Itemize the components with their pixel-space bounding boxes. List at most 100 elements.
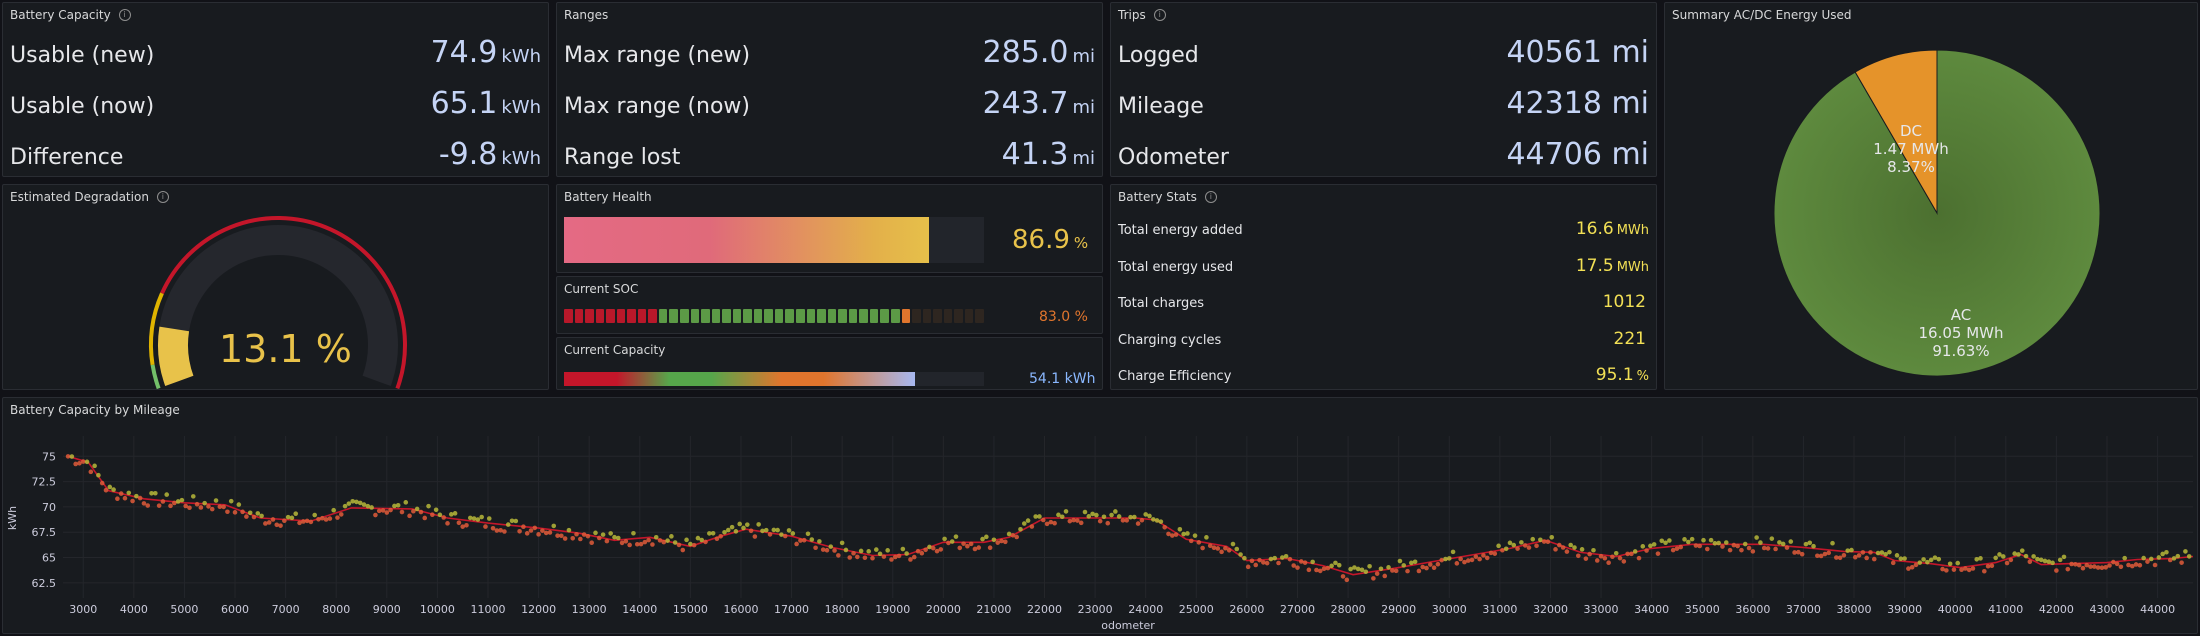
capacity-point[interactable] (2107, 563, 2112, 568)
capacity-point[interactable] (790, 531, 796, 536)
capacity-point[interactable] (323, 517, 329, 522)
capacity-point[interactable] (661, 539, 667, 545)
capacity-point[interactable] (274, 522, 280, 528)
pie-slice-ac[interactable] (1773, 49, 2101, 377)
capacity-point[interactable] (2080, 565, 2086, 571)
capacity-point[interactable] (684, 537, 689, 543)
capacity-point[interactable] (915, 548, 921, 554)
capacity-point[interactable] (699, 537, 705, 543)
capacity-point[interactable] (1511, 542, 1517, 548)
capacity-point[interactable] (509, 518, 515, 524)
capacity-point[interactable] (980, 536, 985, 542)
capacity-point[interactable] (354, 499, 359, 505)
capacity-point[interactable] (1462, 559, 1467, 565)
capacity-point[interactable] (786, 528, 792, 533)
capacity-point[interactable] (1283, 553, 1289, 559)
capacity-point[interactable] (1849, 547, 1854, 553)
capacity-point[interactable] (467, 515, 473, 521)
capacity-point[interactable] (1587, 551, 1592, 557)
capacity-point[interactable] (2073, 562, 2078, 567)
capacity-point[interactable] (1522, 543, 1528, 548)
capacity-point[interactable] (251, 514, 257, 520)
capacity-point[interactable] (1371, 576, 1376, 581)
capacity-point[interactable] (703, 539, 708, 545)
capacity-point[interactable] (1534, 543, 1539, 549)
capacity-point[interactable] (1883, 551, 1888, 557)
capacity-point[interactable] (1541, 539, 1547, 544)
capacity-point[interactable] (403, 500, 409, 505)
capacity-point[interactable] (111, 487, 116, 492)
capacity-point[interactable] (881, 554, 887, 559)
capacity-point[interactable] (1758, 540, 1763, 545)
capacity-point[interactable] (695, 535, 701, 541)
capacity-point[interactable] (1268, 556, 1274, 562)
capacity-point[interactable] (1261, 560, 1266, 565)
pie-slice-dc[interactable] (1854, 49, 1938, 215)
capacity-point[interactable] (1245, 564, 1251, 570)
info-icon[interactable]: i (1153, 9, 1166, 21)
capacity-point[interactable] (168, 503, 173, 509)
capacity-point[interactable] (532, 525, 538, 531)
capacity-point[interactable] (88, 469, 94, 475)
capacity-point[interactable] (1177, 526, 1183, 532)
capacity-point[interactable] (1667, 538, 1672, 543)
capacity-point[interactable] (919, 550, 925, 556)
capacity-point[interactable] (984, 534, 989, 540)
capacity-point[interactable] (1473, 554, 1479, 559)
capacity-point[interactable] (1378, 566, 1384, 572)
capacity-point[interactable] (1150, 517, 1156, 522)
capacity-point[interactable] (843, 547, 849, 553)
capacity-point[interactable] (384, 510, 390, 515)
capacity-point[interactable] (122, 495, 128, 501)
capacity-point[interactable] (2016, 552, 2021, 557)
capacity-point[interactable] (160, 499, 166, 504)
capacity-point[interactable] (164, 492, 170, 497)
capacity-point[interactable] (1697, 543, 1703, 549)
capacity-point[interactable] (1750, 549, 1756, 554)
capacity-point[interactable] (350, 498, 355, 504)
capacity-point[interactable] (1928, 557, 1934, 563)
capacity-point[interactable] (634, 541, 640, 547)
capacity-point[interactable] (2042, 558, 2048, 564)
capacity-point[interactable] (407, 513, 412, 519)
capacity-point[interactable] (1401, 563, 1407, 568)
capacity-point[interactable] (1826, 550, 1832, 556)
capacity-point[interactable] (1864, 555, 1869, 561)
capacity-point[interactable] (1219, 549, 1224, 555)
capacity-point[interactable] (149, 491, 154, 496)
capacity-point[interactable] (1621, 559, 1627, 564)
capacity-point[interactable] (1348, 566, 1353, 572)
capacity-point[interactable] (1739, 547, 1744, 553)
capacity-point[interactable] (866, 549, 872, 554)
capacity-point[interactable] (892, 554, 898, 560)
capacity-point[interactable] (2038, 557, 2044, 563)
capacity-point[interactable] (547, 530, 553, 535)
capacity-point[interactable] (1446, 556, 1452, 561)
capacity-point[interactable] (187, 505, 192, 511)
capacity-point[interactable] (1033, 514, 1038, 519)
capacity-point[interactable] (1238, 552, 1243, 557)
capacity-point[interactable] (365, 503, 371, 509)
capacity-point[interactable] (1921, 557, 1926, 562)
capacity-point[interactable] (99, 480, 105, 486)
capacity-point[interactable] (680, 547, 686, 553)
capacity-point[interactable] (1526, 545, 1532, 550)
capacity-point[interactable] (562, 536, 568, 541)
capacity-point[interactable] (1071, 517, 1076, 523)
capacity-point[interactable] (782, 533, 788, 539)
capacity-point[interactable] (566, 527, 572, 533)
capacity-point[interactable] (1173, 532, 1179, 537)
capacity-point[interactable] (1037, 514, 1042, 519)
capacity-point[interactable] (1963, 566, 1968, 571)
capacity-point[interactable] (1507, 540, 1513, 546)
capacity-point[interactable] (877, 551, 883, 557)
capacity-point[interactable] (1549, 534, 1555, 540)
capacity-point[interactable] (1363, 569, 1369, 575)
capacity-point[interactable] (278, 523, 283, 528)
capacity-point[interactable] (1420, 564, 1426, 570)
capacity-point[interactable] (1249, 558, 1255, 564)
capacity-point[interactable] (2069, 561, 2074, 567)
capacity-point[interactable] (1056, 512, 1061, 518)
capacity-point[interactable] (744, 522, 750, 527)
capacity-point[interactable] (1018, 526, 1023, 532)
